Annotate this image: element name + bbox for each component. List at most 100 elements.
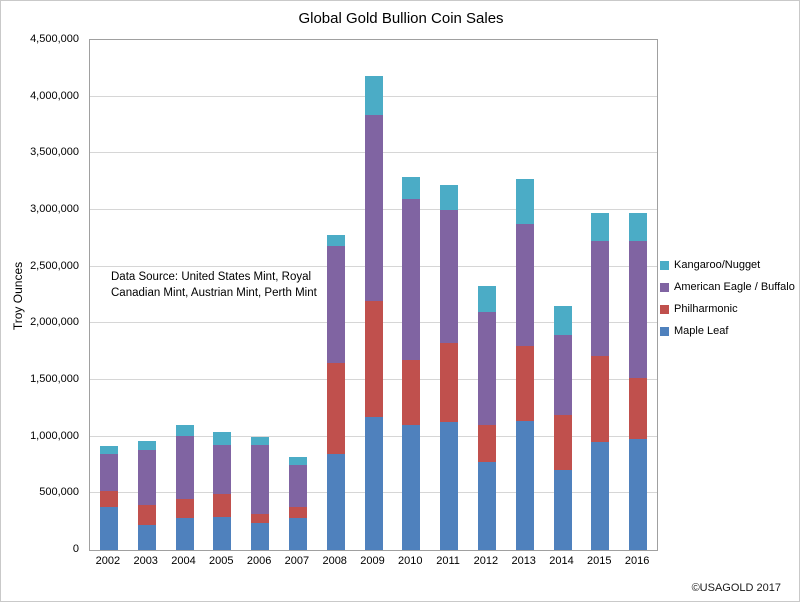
legend-item: Kangaroo/Nugget [660,259,799,271]
x-tick-label: 2015 [587,555,612,567]
bar-segment [515,346,534,421]
bar-segment [591,356,610,443]
bar-2003 [137,441,156,550]
legend-swatch-icon [660,326,669,336]
bar-segment [137,525,156,550]
x-tick-label: 2012 [473,555,499,567]
bar-segment [288,518,307,550]
bar-segment [515,223,534,347]
legend: Kangaroo/Nugget American Eagle / Buffalo P… [660,259,799,347]
bar-segment [440,185,459,211]
bar-segment [440,421,459,550]
y-tick-label: 1,000,000 [30,429,79,442]
y-tick-label: 3,000,000 [30,203,79,215]
y-tick-label: 2,000,000 [30,316,79,329]
x-tick-label: 2004 [171,555,196,567]
bar-segment [251,444,270,514]
x-tick-label: 2014 [549,555,574,567]
bar-segment [175,499,194,519]
bar-segment [175,425,194,436]
bar-segment [629,213,648,241]
y-tick-label: 2,500,000 [30,259,79,272]
bar-segment [99,453,118,492]
x-tick-label: 2008 [322,555,347,567]
bar-2005 [213,432,232,550]
bar-segment [364,114,383,301]
bar-segment [213,517,232,550]
legend-item: Maple Leaf [660,325,799,337]
bar-2016 [629,213,648,550]
x-tick-label: 2016 [624,555,650,567]
bar-segment [326,453,345,550]
annotation-line-1: Data Source: United States Mint, Royal [111,271,312,283]
bar-2011 [440,185,459,550]
bar-segment [326,246,345,364]
bar-2015 [591,213,610,550]
bar-segment [402,198,421,360]
bar-segment [591,442,610,550]
bar-segment [515,179,534,224]
bar-2006 [251,436,270,550]
bar-segment [213,494,232,518]
bar-2008 [326,234,345,550]
bar-2010 [402,177,421,550]
y-tick-label: 1,500,000 [30,373,79,385]
bar-segment [326,234,345,247]
bar-segment [440,210,459,343]
y-axis-tick-labels: 0 500,000 1,000,000 1,500,000 2,000,000 2,500… [1,33,83,555]
data-source-annotation: Data Source: United States Mint, Royal C… [111,269,317,301]
legend-label: Philharmonic [674,303,738,315]
chart-title: Global Gold Bullion Coin Sales [298,10,504,27]
bar-segment [213,444,232,495]
bar-segment [288,465,307,507]
bar-segment [515,420,534,550]
bar-2004 [175,425,194,550]
bar-segment [364,300,383,418]
bar-segment [364,76,383,115]
legend-label: Kangaroo/Nugget [674,259,761,271]
x-tick-label: 2013 [511,555,536,567]
y-tick-label: 3,500,000 [30,146,79,159]
x-tick-label: 2009 [360,555,385,567]
x-axis-tick-labels: 2002 2003 2004 2005 2006 2007 2008 2009 2010 2011… [89,555,656,571]
bar-segment [477,425,496,462]
bar-segment [477,312,496,426]
bar-segment [553,306,572,335]
annotation-line-2: Canadian Mint, Austrian Mint, Perth Mint [111,287,317,299]
legend-swatch-icon [660,304,669,314]
bar-segment [440,342,459,422]
bar-2013 [515,179,534,550]
legend-item: Philharmonic [660,303,799,315]
bar-segment [99,506,118,550]
y-tick-label: 500,000 [39,486,79,499]
legend-label: American Eagle / Buffalo [674,281,795,293]
bar-segment [175,518,194,550]
x-tick-label: 2010 [398,555,423,567]
x-tick-label: 2005 [209,555,234,567]
x-tick-label: 2002 [95,555,121,567]
bar-segment [629,240,648,378]
bar-2007 [288,457,307,550]
bar-segment [288,506,307,519]
bar-segment [553,469,572,550]
bar-segment [364,417,383,550]
y-tick-label: 4,500,000 [30,33,79,45]
bar-2009 [364,76,383,550]
bar-segment [402,425,421,550]
plot-area [89,39,658,551]
y-tick-label: 0 [72,543,79,555]
bar-segment [326,363,345,454]
bar-segment [553,415,572,470]
x-tick-label: 2007 [284,555,310,567]
bar-segment [629,377,648,439]
legend-item: American Eagle / Buffalo [660,281,799,293]
bar-segment [137,450,156,505]
bar-segment [99,491,118,507]
bar-2014 [553,306,572,550]
bar-segment [591,240,610,357]
bar-segment [175,435,194,500]
x-tick-label: 2006 [246,555,272,567]
bar-segment [251,522,270,550]
bar-segment [629,438,648,550]
